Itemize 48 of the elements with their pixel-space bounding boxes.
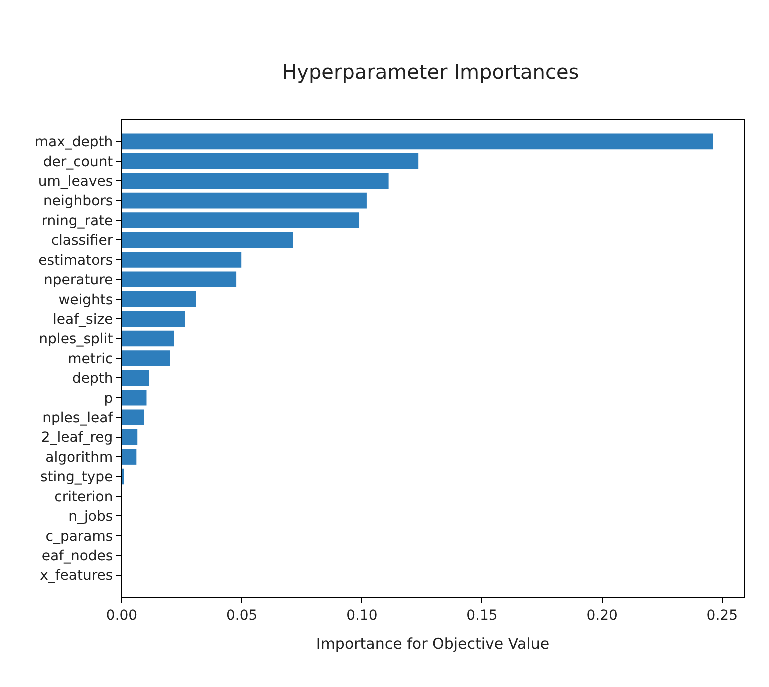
bar <box>122 154 419 170</box>
y-tick-label: nples_split <box>39 332 114 348</box>
x-tick-label: 0.05 <box>226 608 258 624</box>
bar <box>122 449 137 465</box>
bar <box>122 134 714 150</box>
y-tick-label: estimators <box>38 252 114 269</box>
bar <box>122 429 138 446</box>
bar <box>122 330 174 347</box>
bar <box>122 212 360 228</box>
bar <box>122 252 242 268</box>
bar <box>122 410 144 426</box>
y-tick-label: leaf_size <box>53 312 114 328</box>
bar <box>122 173 389 189</box>
y-tick-label: x_features <box>40 568 114 584</box>
chart-title: Hyperparameter Importances <box>282 60 580 84</box>
x-tick-label: 0.10 <box>346 608 378 624</box>
x-tick-label: 0.20 <box>586 608 618 624</box>
bar <box>122 192 367 209</box>
x-tick-label: 0.25 <box>706 608 738 624</box>
bar <box>122 390 147 406</box>
y-tick-label: der_count <box>43 154 114 170</box>
y-tick-label: p <box>104 390 114 407</box>
bar <box>122 350 170 366</box>
x-tick-label: 0.00 <box>106 608 138 624</box>
y-tick-label: neighbors <box>44 194 114 210</box>
y-tick-label: depth <box>72 371 114 388</box>
x-axis-title: Importance for Objective Value <box>316 634 550 653</box>
bar <box>122 272 237 288</box>
y-tick-label: metric <box>68 351 114 368</box>
y-tick-label: eaf_nodes <box>42 548 114 565</box>
x-tick-label: 0.15 <box>466 608 498 624</box>
y-tick-label: weights <box>58 292 114 308</box>
y-tick-label: max_depth <box>34 134 114 151</box>
y-tick-label: rning_rate <box>42 213 114 230</box>
bar <box>122 232 294 248</box>
y-tick-label: um_leaves <box>38 174 114 190</box>
y-tick-label: sting_type <box>40 470 114 486</box>
bar <box>122 291 196 308</box>
y-tick-label: n_jobs <box>68 509 114 526</box>
y-tick-label: classifier <box>51 233 114 250</box>
bar <box>122 311 186 327</box>
y-tick-label: criterion <box>54 489 114 506</box>
bar <box>122 370 150 386</box>
y-tick-label: nperature <box>44 272 114 289</box>
y-tick-label: 2_leaf_reg <box>41 430 114 446</box>
y-tick-label: c_params <box>46 528 114 545</box>
y-tick-label: nples_leaf <box>42 410 114 427</box>
y-tick-label: algorithm <box>46 450 114 466</box>
